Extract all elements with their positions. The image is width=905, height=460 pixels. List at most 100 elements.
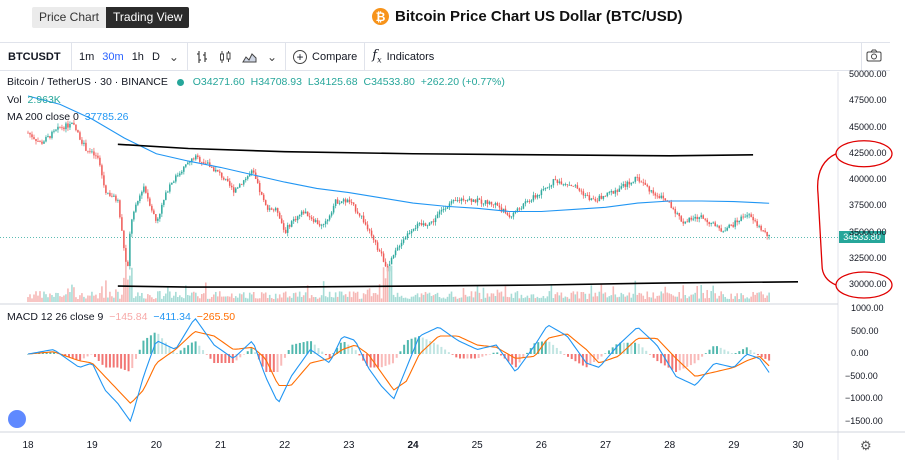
volume-bar xyxy=(354,292,357,302)
volume-bar xyxy=(376,294,379,302)
volume-bar xyxy=(722,294,724,302)
camera-icon[interactable] xyxy=(866,49,882,65)
macd-histogram-bar xyxy=(756,354,759,356)
volume-bar xyxy=(65,294,67,302)
volume-bar xyxy=(404,297,407,302)
macd-histogram-bar xyxy=(574,354,577,362)
candle xyxy=(390,258,393,265)
macd-histogram-bar xyxy=(481,354,484,357)
gear-icon[interactable]: ⚙ xyxy=(860,438,872,453)
candle xyxy=(568,184,571,186)
candle xyxy=(438,211,441,215)
candle xyxy=(61,127,63,129)
interval-1m-button[interactable]: 1m xyxy=(79,50,95,63)
candle xyxy=(548,186,551,188)
bar-style-icon[interactable] xyxy=(191,43,214,70)
candle xyxy=(220,172,223,178)
volume-bar xyxy=(185,285,187,302)
chevron-down-icon[interactable]: ⌄ xyxy=(168,49,179,64)
macd-histogram-bar xyxy=(213,354,216,363)
macd-histogram-bar xyxy=(105,354,108,368)
macd-histogram-bar xyxy=(261,354,264,367)
candle xyxy=(760,225,762,231)
candle xyxy=(460,198,463,201)
volume-bar xyxy=(594,292,597,302)
macd-histogram-bar xyxy=(149,335,152,354)
candle xyxy=(177,175,179,177)
candle xyxy=(572,185,575,187)
volume-bar xyxy=(434,294,437,302)
candle xyxy=(664,198,667,201)
candle xyxy=(103,175,105,186)
candle xyxy=(292,219,295,222)
macd-histogram-bar xyxy=(179,350,182,354)
macd-histogram-bar xyxy=(49,352,52,354)
candle xyxy=(454,200,457,201)
area-style-icon[interactable] xyxy=(237,43,262,70)
volume-bar xyxy=(432,295,435,302)
candle xyxy=(282,223,285,230)
volume-bar xyxy=(71,284,73,302)
macd-histogram-bar xyxy=(738,351,741,354)
chevron-down-icon[interactable]: ⌄ xyxy=(266,49,278,64)
macd-histogram-bar xyxy=(753,352,756,354)
volume-bar xyxy=(155,298,157,302)
volume-bar xyxy=(208,298,211,302)
volume-bar xyxy=(87,295,89,302)
chart-canvas[interactable] xyxy=(0,72,905,460)
volume-bar xyxy=(492,293,495,302)
volume-bar xyxy=(340,291,343,302)
volume-bar xyxy=(498,292,501,302)
volume-bar xyxy=(288,296,291,302)
indicators-button[interactable]: fx Indicators xyxy=(368,43,438,70)
compare-button[interactable]: + Compare xyxy=(289,43,361,70)
candle xyxy=(214,169,217,172)
volume-bar xyxy=(236,297,239,302)
candle xyxy=(662,195,665,199)
tab-trading-view[interactable]: Trading View xyxy=(106,7,190,28)
compare-label: Compare xyxy=(312,50,358,63)
symbol-search-button[interactable]: BTCUSDT xyxy=(8,50,61,63)
candle xyxy=(334,199,337,206)
macd-histogram-bar xyxy=(708,349,711,354)
macd-histogram-bar xyxy=(764,354,767,359)
interval-d-button[interactable]: D xyxy=(151,50,160,63)
volume-bar xyxy=(702,292,705,302)
volume-bar xyxy=(462,288,465,302)
candle-style-icon[interactable] xyxy=(214,43,237,70)
candle xyxy=(586,194,589,196)
candle xyxy=(79,132,81,140)
macd-histogram-bar xyxy=(310,341,313,354)
candle xyxy=(298,214,301,217)
interval-30m-button[interactable]: 30m xyxy=(102,50,124,63)
macd-histogram-bar xyxy=(436,344,439,354)
volume-bar xyxy=(374,293,377,302)
candle xyxy=(712,222,714,224)
candle xyxy=(280,218,283,224)
candle xyxy=(562,184,565,186)
volume-bar xyxy=(620,292,623,302)
volume-bar xyxy=(143,298,145,302)
volume-bar xyxy=(69,292,71,302)
macd-histogram-bar xyxy=(194,341,197,354)
macd-histogram-bar xyxy=(715,346,718,354)
volume-bar xyxy=(744,298,746,302)
candle xyxy=(368,229,371,231)
interval-1h-button[interactable]: 1h xyxy=(131,50,144,63)
candle xyxy=(524,201,527,204)
candle xyxy=(109,192,111,196)
legend-high: H34708.93 xyxy=(250,76,302,88)
volume-bar xyxy=(318,297,321,302)
macd-histogram-bar xyxy=(373,354,376,368)
volume-bar xyxy=(630,297,633,302)
volume-bar xyxy=(97,298,99,302)
candle xyxy=(380,251,383,254)
volume-bar xyxy=(586,298,589,302)
macd-histogram-bar xyxy=(730,353,733,354)
candle xyxy=(200,161,203,163)
candle xyxy=(588,195,591,200)
candle xyxy=(652,190,655,194)
tab-price-chart[interactable]: Price Chart xyxy=(32,7,107,28)
candle xyxy=(532,195,535,201)
volume-bar xyxy=(754,294,756,302)
